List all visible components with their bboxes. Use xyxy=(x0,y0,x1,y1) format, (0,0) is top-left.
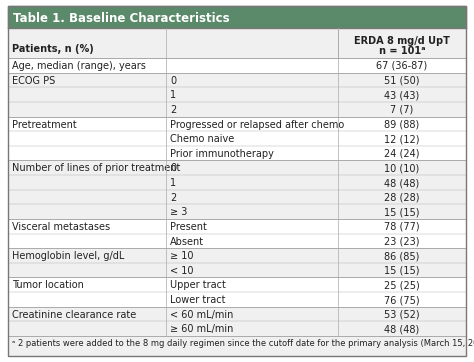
Text: 43 (43): 43 (43) xyxy=(384,90,419,100)
Text: Pretreatment: Pretreatment xyxy=(12,119,77,130)
Text: 7 (7): 7 (7) xyxy=(390,105,413,115)
Bar xyxy=(8,278,466,307)
Text: Prior immunotherapy: Prior immunotherapy xyxy=(170,149,274,159)
Text: Lower tract: Lower tract xyxy=(170,295,226,305)
Text: ≥ 60 mL/min: ≥ 60 mL/min xyxy=(170,324,233,334)
Bar xyxy=(8,219,466,248)
Text: 24 (24): 24 (24) xyxy=(384,149,419,159)
Text: 48 (48): 48 (48) xyxy=(384,324,419,334)
Text: 89 (88): 89 (88) xyxy=(384,119,419,130)
Text: 53 (52): 53 (52) xyxy=(384,310,419,320)
Text: < 10: < 10 xyxy=(170,266,193,276)
Bar xyxy=(8,160,466,219)
Text: 2: 2 xyxy=(170,105,176,115)
Text: Progressed or relapsed after chemo: Progressed or relapsed after chemo xyxy=(170,119,344,130)
Bar xyxy=(8,58,466,73)
Text: 76 (75): 76 (75) xyxy=(384,295,419,305)
Text: 2: 2 xyxy=(170,193,176,203)
Bar xyxy=(8,117,466,160)
Text: ≥ 3: ≥ 3 xyxy=(170,207,187,217)
Text: n = 101ᵃ: n = 101ᵃ xyxy=(379,46,425,56)
Text: ᵃ 2 patients were added to the 8 mg daily regimen since the cutoff date for the : ᵃ 2 patients were added to the 8 mg dail… xyxy=(12,339,474,348)
Text: 48 (48): 48 (48) xyxy=(384,178,419,188)
Text: 23 (23): 23 (23) xyxy=(384,237,419,247)
Text: Upper tract: Upper tract xyxy=(170,281,226,290)
Text: 51 (50): 51 (50) xyxy=(384,76,419,86)
Text: ECOG PS: ECOG PS xyxy=(12,76,55,86)
Text: Absent: Absent xyxy=(170,237,204,247)
Text: 15 (15): 15 (15) xyxy=(384,266,419,276)
Text: Tumor location: Tumor location xyxy=(12,281,84,290)
Bar xyxy=(8,248,466,278)
Text: 25 (25): 25 (25) xyxy=(384,281,420,290)
Text: ≥ 10: ≥ 10 xyxy=(170,251,193,261)
Text: 12 (12): 12 (12) xyxy=(384,134,419,144)
Text: 1: 1 xyxy=(170,178,176,188)
Text: 0: 0 xyxy=(170,76,176,86)
Text: Creatinine clearance rate: Creatinine clearance rate xyxy=(12,310,136,320)
Bar xyxy=(8,28,466,58)
Bar xyxy=(8,336,466,356)
Text: 86 (85): 86 (85) xyxy=(384,251,419,261)
Text: 15 (15): 15 (15) xyxy=(384,207,419,217)
Bar xyxy=(8,73,466,117)
Text: 1: 1 xyxy=(170,90,176,100)
Text: 0: 0 xyxy=(170,163,176,173)
Text: 67 (36-87): 67 (36-87) xyxy=(376,61,428,71)
Text: 10 (10): 10 (10) xyxy=(384,163,419,173)
Text: Patients, n (%): Patients, n (%) xyxy=(12,44,94,54)
Text: Chemo naive: Chemo naive xyxy=(170,134,234,144)
Text: Number of lines of prior treatment: Number of lines of prior treatment xyxy=(12,163,181,173)
Bar xyxy=(8,6,466,28)
Bar xyxy=(8,307,466,336)
Text: Present: Present xyxy=(170,222,207,232)
Text: Table 1. Baseline Characteristics: Table 1. Baseline Characteristics xyxy=(13,12,229,25)
Text: Visceral metastases: Visceral metastases xyxy=(12,222,110,232)
Text: 78 (77): 78 (77) xyxy=(384,222,419,232)
Text: Hemoglobin level, g/dL: Hemoglobin level, g/dL xyxy=(12,251,124,261)
Text: 28 (28): 28 (28) xyxy=(384,193,419,203)
Text: ERDA 8 mg/d UpT: ERDA 8 mg/d UpT xyxy=(354,36,450,46)
Text: Age, median (range), years: Age, median (range), years xyxy=(12,61,146,71)
Text: < 60 mL/min: < 60 mL/min xyxy=(170,310,233,320)
